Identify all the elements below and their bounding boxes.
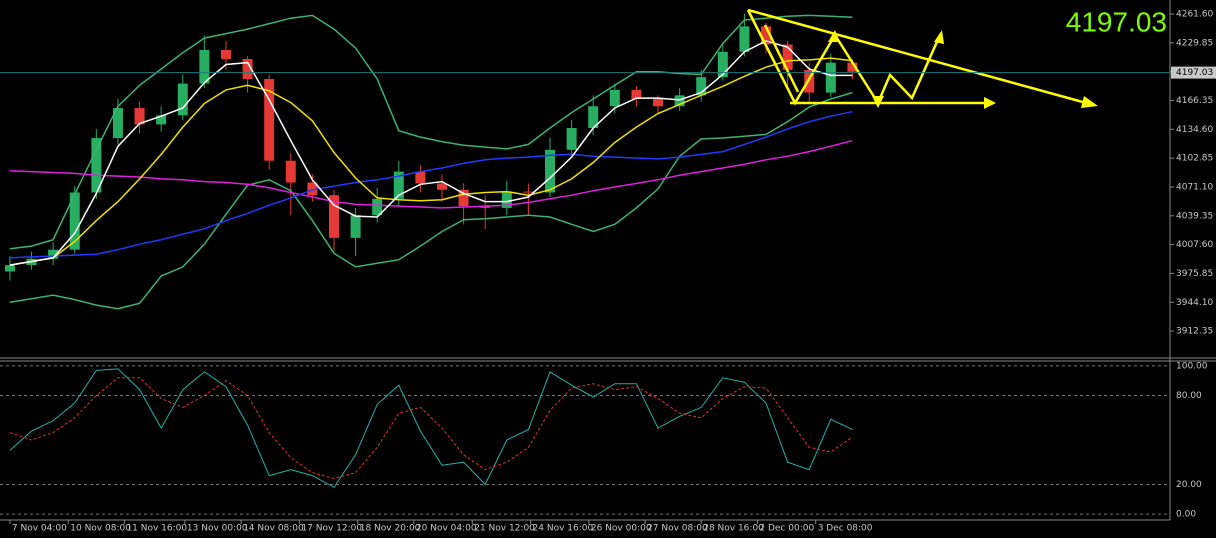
osc-tick-label: 100.00 <box>1176 361 1208 371</box>
candle-body <box>393 171 404 199</box>
y-tick-label: 4102.85 <box>1176 154 1213 164</box>
candle-body <box>264 78 275 161</box>
candle-body <box>696 77 707 96</box>
indicator-line <box>9 40 853 266</box>
last-price-box <box>1171 66 1216 79</box>
plot-area <box>4 13 858 489</box>
arrowhead <box>828 30 840 42</box>
last-price-display: 4197.03 <box>1066 6 1167 37</box>
candle-body <box>91 138 102 193</box>
arrowhead <box>934 30 944 44</box>
candle-body <box>631 89 642 99</box>
candle-body <box>307 182 318 196</box>
candle-body <box>480 206 491 208</box>
candle-body <box>523 191 534 193</box>
candle-body <box>134 108 145 125</box>
y-tick-label: 4261.60 <box>1176 9 1213 19</box>
candle-body <box>112 108 123 139</box>
candle-body <box>4 265 15 272</box>
indicator-line <box>9 139 853 209</box>
candle-body <box>436 183 447 190</box>
y-tick-label: 4134.60 <box>1176 125 1213 135</box>
resistance-line <box>747 8 1091 106</box>
x-tick-label: 24 Nov 16:00 <box>533 524 594 534</box>
arrowhead <box>872 96 884 108</box>
y-tick-label: 3912.35 <box>1176 327 1213 337</box>
candle-body <box>328 195 339 238</box>
x-tick-label: 17 Nov 12:00 <box>301 524 362 534</box>
candle-body <box>825 62 836 93</box>
x-tick-label: 11 Nov 16:00 <box>126 524 187 534</box>
candle-body <box>609 89 620 107</box>
osc-tick-label: 0.00 <box>1176 510 1196 520</box>
candle-body <box>69 192 80 250</box>
indicator-line <box>9 57 853 266</box>
x-tick-label: 2 Dec 00:00 <box>759 524 814 534</box>
candle-body <box>285 160 296 183</box>
candle-body <box>847 62 858 72</box>
x-tick-label: 18 Nov 20:00 <box>360 524 421 534</box>
candle-body <box>545 149 556 193</box>
y-tick-label: 4007.60 <box>1176 240 1213 250</box>
osc-tick-label: 80.00 <box>1176 391 1202 401</box>
candle-body <box>717 51 728 78</box>
indicator-line <box>9 110 853 259</box>
y-tick-label: 4071.10 <box>1176 182 1213 192</box>
x-tick-label: 3 Dec 08:00 <box>818 524 873 534</box>
last-price-label: 4197.03 <box>1176 68 1213 78</box>
y-tick-label: 3975.85 <box>1176 269 1213 279</box>
oscillator-line <box>9 377 853 480</box>
osc-tick-label: 20.00 <box>1176 480 1202 490</box>
x-tick-label: 28 Nov 16:00 <box>703 524 764 534</box>
candle-body <box>566 128 577 150</box>
indicator-line <box>9 91 853 310</box>
candle-body <box>372 198 383 216</box>
x-tick-label: 20 Nov 04:00 <box>416 524 477 534</box>
candle-body <box>415 171 426 184</box>
candle-body <box>48 249 59 259</box>
candle-body <box>177 83 188 116</box>
candle-body <box>739 26 750 52</box>
x-tick-label: 10 Nov 08:00 <box>70 524 131 534</box>
y-tick-label: 4166.35 <box>1176 96 1213 106</box>
y-tick-label: 4229.85 <box>1176 38 1213 48</box>
candle-body <box>220 49 231 60</box>
candle-body <box>458 189 469 207</box>
candle-body <box>782 44 793 70</box>
x-tick-label: 13 Nov 00:00 <box>187 524 248 534</box>
x-tick-label: 21 Nov 12:00 <box>474 524 535 534</box>
candle-body <box>588 106 599 129</box>
oscillator-line <box>9 368 853 489</box>
x-tick-label: 7 Nov 04:00 <box>12 524 67 534</box>
x-tick-label: 26 Nov 00:00 <box>591 524 652 534</box>
candle-body <box>501 191 512 208</box>
x-tick-label: 27 Nov 08:00 <box>647 524 708 534</box>
candle-body <box>653 98 664 107</box>
candle-body <box>242 59 253 79</box>
candle-body <box>761 26 772 45</box>
indicator-line <box>9 14 853 250</box>
candle-body <box>199 49 210 84</box>
candle-body <box>350 215 361 238</box>
x-tick-label: 14 Nov 08:00 <box>243 524 304 534</box>
forecast-arrow <box>763 24 800 93</box>
y-tick-label: 3944.10 <box>1176 298 1213 308</box>
y-tick-label: 4039.35 <box>1176 211 1213 221</box>
arrowhead <box>1081 96 1098 108</box>
candle-body <box>674 95 685 107</box>
annotation-arrowheads <box>828 30 1098 109</box>
arrowhead <box>984 97 996 109</box>
candle-body <box>156 115 167 125</box>
